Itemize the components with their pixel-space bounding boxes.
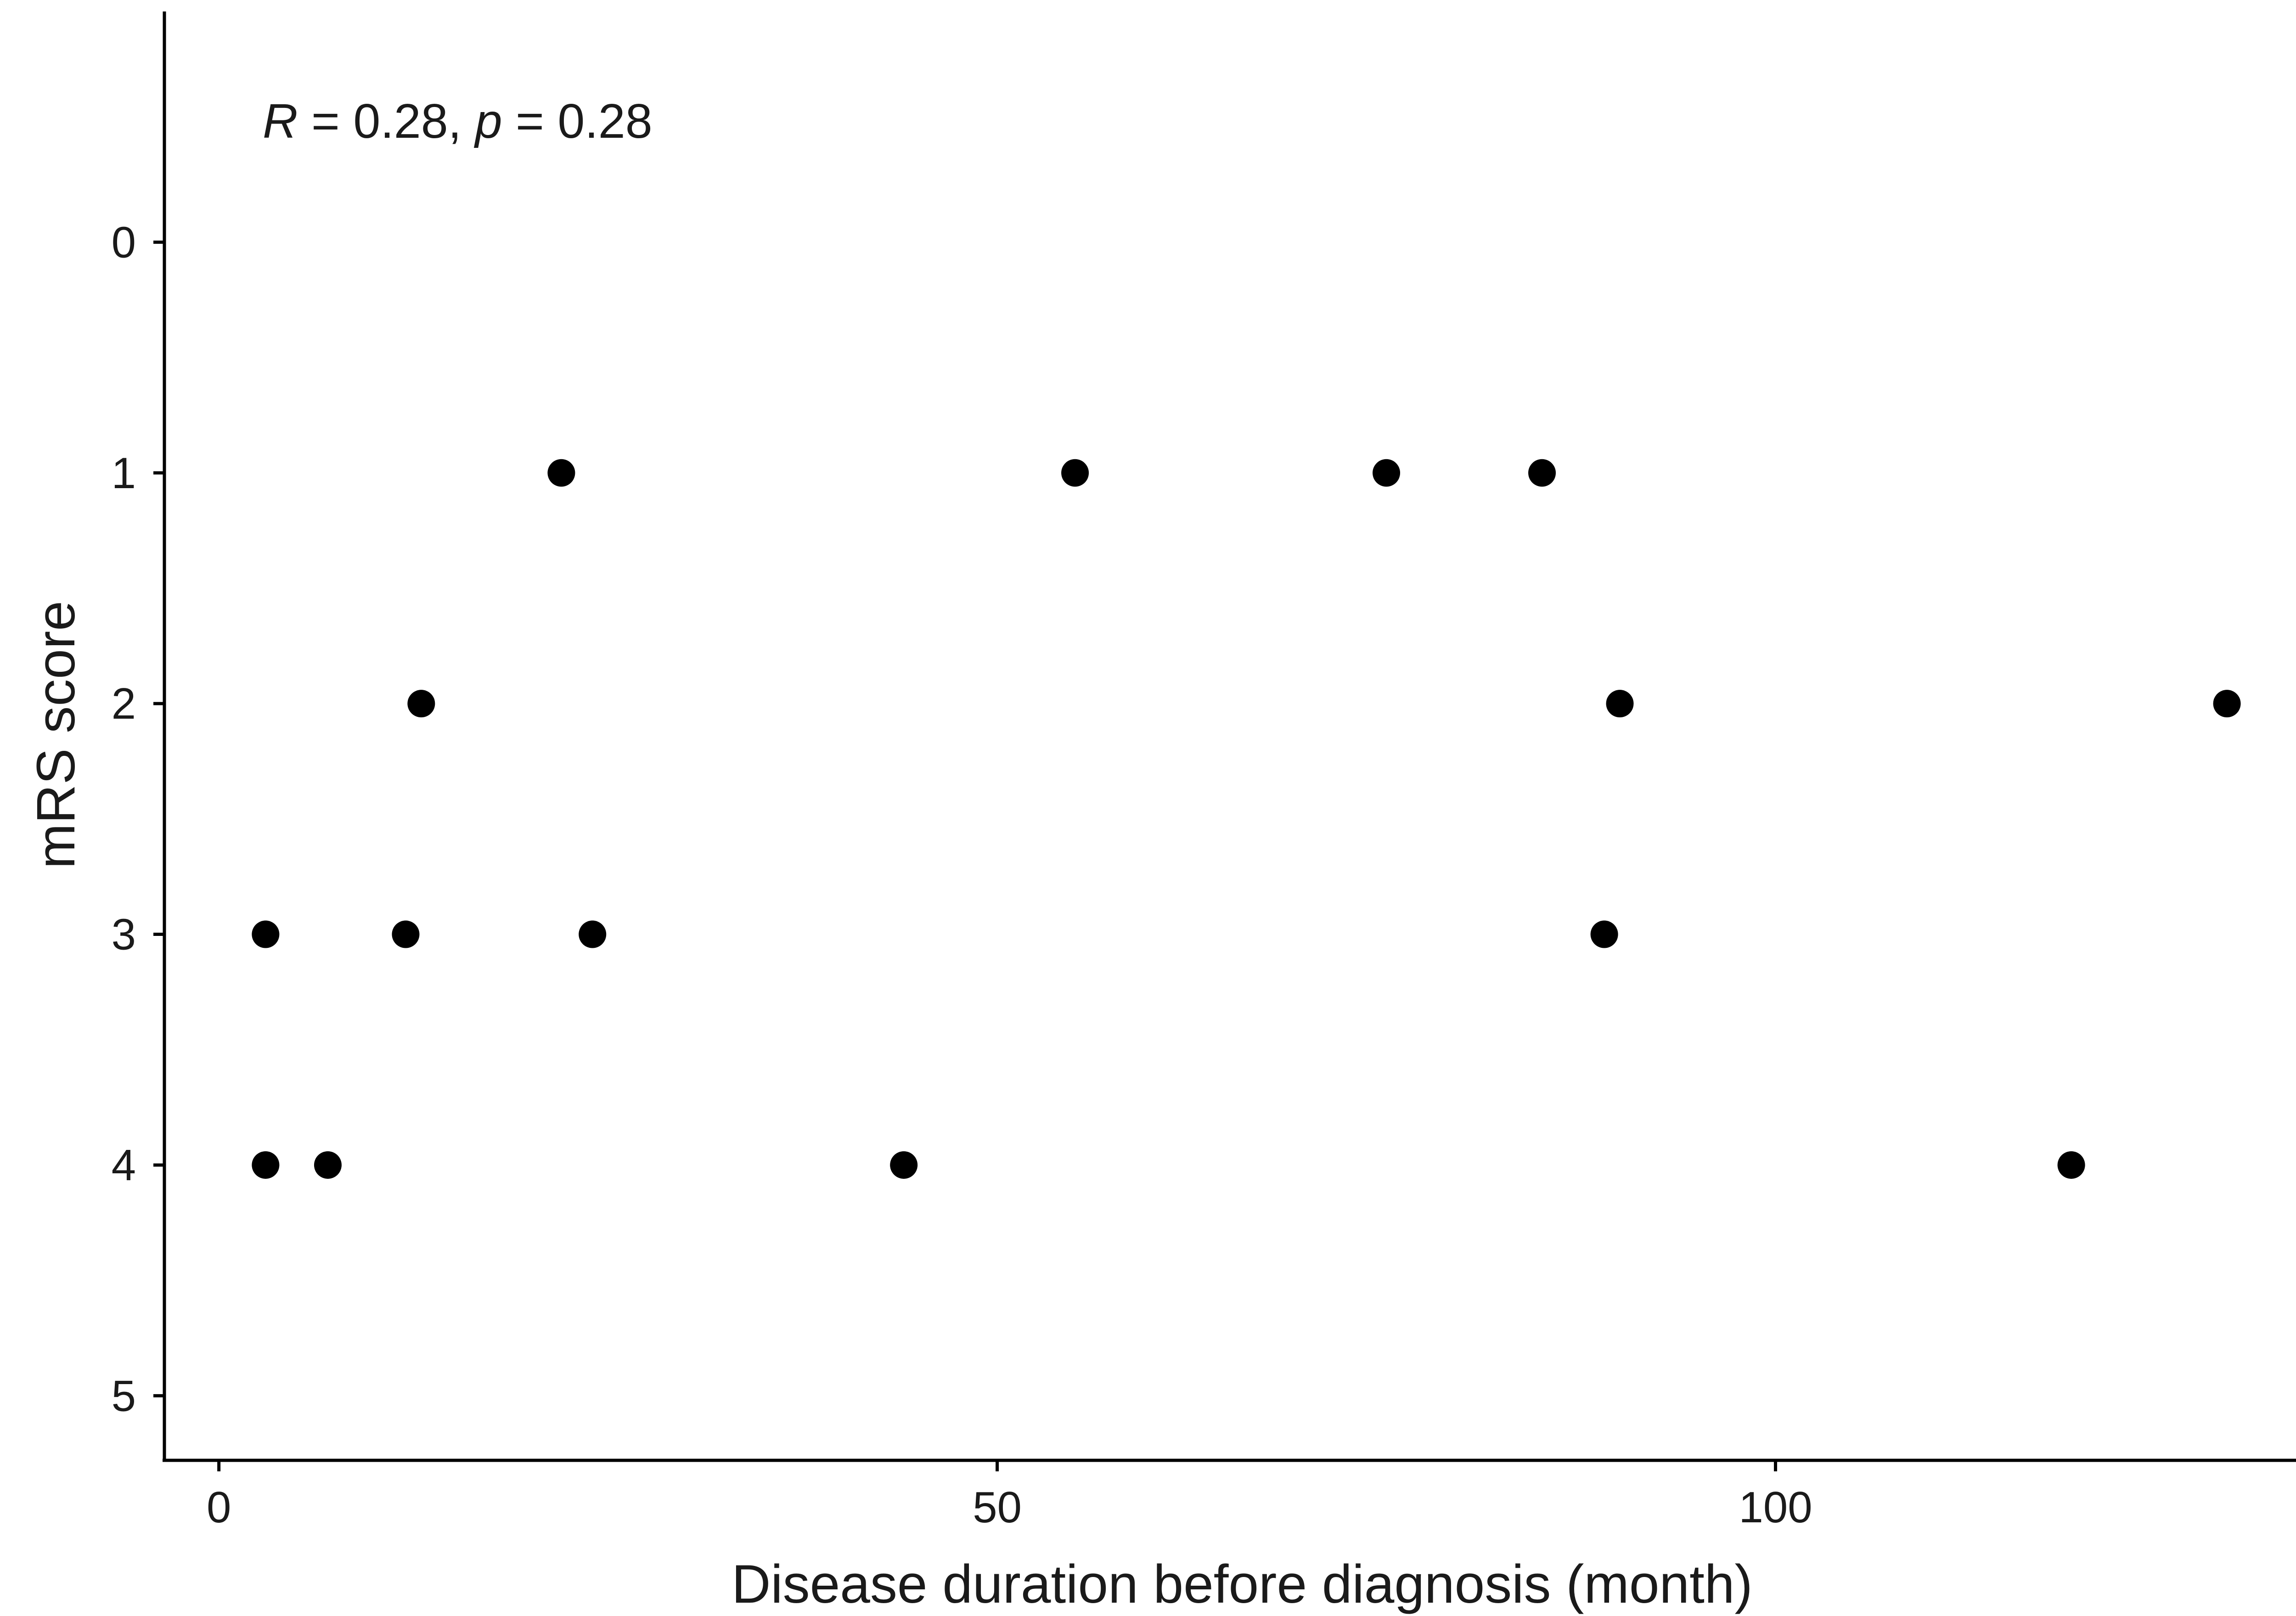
y-tick-label: 4 [112,1141,136,1190]
correlation-annotation: R = 0.28, p = 0.28 [263,94,653,148]
data-point [407,690,435,718]
data-point [1373,459,1401,487]
x-tick-label: 50 [973,1483,1022,1532]
y-tick-label: 0 [112,218,136,267]
y-axis-title: mRS score [26,601,86,869]
y-tick-label: 5 [112,1371,136,1420]
data-point [579,920,607,948]
data-point [547,459,575,487]
p-symbol: p [474,94,502,148]
data-point [252,920,280,948]
data-points [252,459,2241,1179]
y-tick-label: 2 [112,679,136,728]
data-point [890,1151,918,1179]
x-tick-label: 0 [207,1483,231,1532]
y-tick-label: 3 [112,910,136,959]
data-point [2213,690,2241,718]
data-point [252,1151,280,1179]
data-point [1590,920,1618,948]
data-point [314,1151,342,1179]
data-point [1061,459,1089,487]
x-tick-label: 100 [1739,1483,1812,1532]
y-axis-ticks: 0 1 2 3 4 5 [112,218,164,1420]
p-value: = 0.28 [502,94,653,148]
data-point [1528,459,1556,487]
x-axis-ticks: 0 50 100 [207,1460,1812,1532]
y-tick-label: 1 [112,449,136,498]
x-axis-title: Disease duration before diagnosis (month… [732,1554,1753,1615]
data-point [2057,1151,2085,1179]
r-symbol: R [263,94,298,148]
r-value: = 0.28, [298,94,475,148]
data-point [1606,690,1634,718]
data-point [392,920,420,948]
